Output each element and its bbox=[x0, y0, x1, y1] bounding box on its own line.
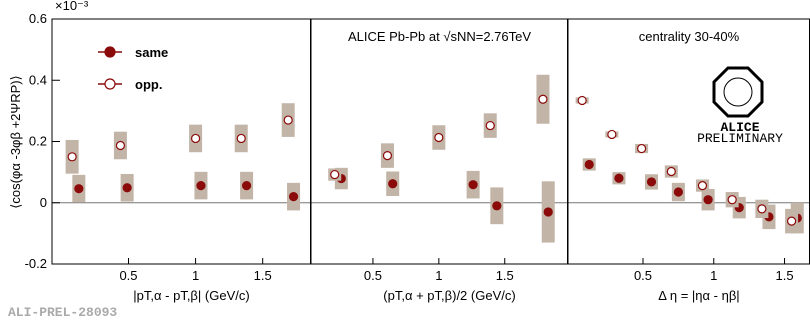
marker bbox=[122, 183, 132, 193]
logo-label: PRELIMINARY bbox=[697, 131, 783, 146]
marker bbox=[607, 129, 617, 140]
logo-frame bbox=[712, 66, 764, 118]
x-axis-label: Δ η = |ηα - ηβ| bbox=[658, 288, 739, 303]
marker bbox=[666, 166, 676, 177]
annotation: centrality 30-40% bbox=[639, 29, 740, 44]
x-tick-label: 0.5 bbox=[364, 268, 382, 283]
marker bbox=[288, 192, 299, 202]
x-tick-label: 1.5 bbox=[254, 268, 272, 283]
marker bbox=[727, 195, 737, 205]
marker bbox=[646, 177, 657, 187]
legend-marker bbox=[104, 78, 116, 90]
marker bbox=[703, 195, 713, 205]
logo-detector bbox=[723, 77, 753, 107]
legend-label: same bbox=[135, 45, 168, 60]
marker bbox=[236, 133, 246, 144]
logo-name: ALICE bbox=[720, 120, 759, 135]
marker bbox=[757, 204, 767, 214]
panel-frame bbox=[51, 18, 311, 265]
marker bbox=[538, 94, 548, 104]
x-tick-label: 0.5 bbox=[119, 268, 137, 283]
x-tick-label: 1 bbox=[435, 268, 442, 283]
marker bbox=[468, 180, 478, 190]
marker bbox=[492, 201, 502, 211]
x-tick-label: 1.5 bbox=[496, 268, 514, 283]
marker bbox=[577, 95, 587, 106]
y-tick-label: 0.6 bbox=[29, 11, 47, 26]
x-axis-label: (pT,α + pT,β)/2 (GeV/c) bbox=[383, 288, 515, 303]
y-tick-label: 0 bbox=[40, 195, 47, 210]
x-axis-label: |pT,α - pT,β| (GeV/c) bbox=[133, 288, 249, 303]
marker bbox=[241, 181, 252, 191]
marker bbox=[388, 179, 398, 189]
marker bbox=[543, 207, 553, 217]
marker bbox=[190, 133, 201, 144]
x-tick-label: 0.5 bbox=[634, 268, 652, 283]
marker bbox=[636, 143, 647, 154]
alice-logo: ALICE PRELIMINARY bbox=[697, 66, 783, 146]
x-tick-label: 1 bbox=[710, 268, 717, 283]
marker bbox=[196, 181, 206, 191]
marker bbox=[697, 181, 708, 191]
marker bbox=[115, 140, 126, 151]
marker bbox=[434, 132, 444, 143]
y-multiplier: ×10⁻³ bbox=[55, 0, 89, 13]
y-tick-label: -0.2 bbox=[25, 256, 47, 271]
y-axis-label: ⟨cos(φα -3φβ +2ΨRP)⟩ bbox=[8, 75, 23, 208]
legend-marker bbox=[104, 46, 116, 58]
x-tick-label: 1 bbox=[192, 268, 199, 283]
marker bbox=[283, 115, 293, 125]
watermark: ALI-PREL-28093 bbox=[8, 305, 117, 320]
annotation: ALICE Pb-Pb at √sNN=2.76TeV bbox=[348, 29, 531, 44]
marker bbox=[74, 184, 84, 194]
marker bbox=[485, 120, 495, 131]
marker bbox=[382, 150, 393, 161]
marker bbox=[673, 187, 683, 197]
y-tick-label: 0.4 bbox=[29, 72, 47, 87]
marker bbox=[614, 173, 624, 183]
marker bbox=[67, 152, 77, 162]
legend-label: opp. bbox=[135, 77, 162, 92]
marker bbox=[584, 159, 594, 170]
x-tick-label: 1.5 bbox=[775, 268, 793, 283]
marker bbox=[330, 169, 340, 180]
y-tick-label: 0.2 bbox=[29, 134, 47, 149]
marker bbox=[787, 216, 797, 226]
